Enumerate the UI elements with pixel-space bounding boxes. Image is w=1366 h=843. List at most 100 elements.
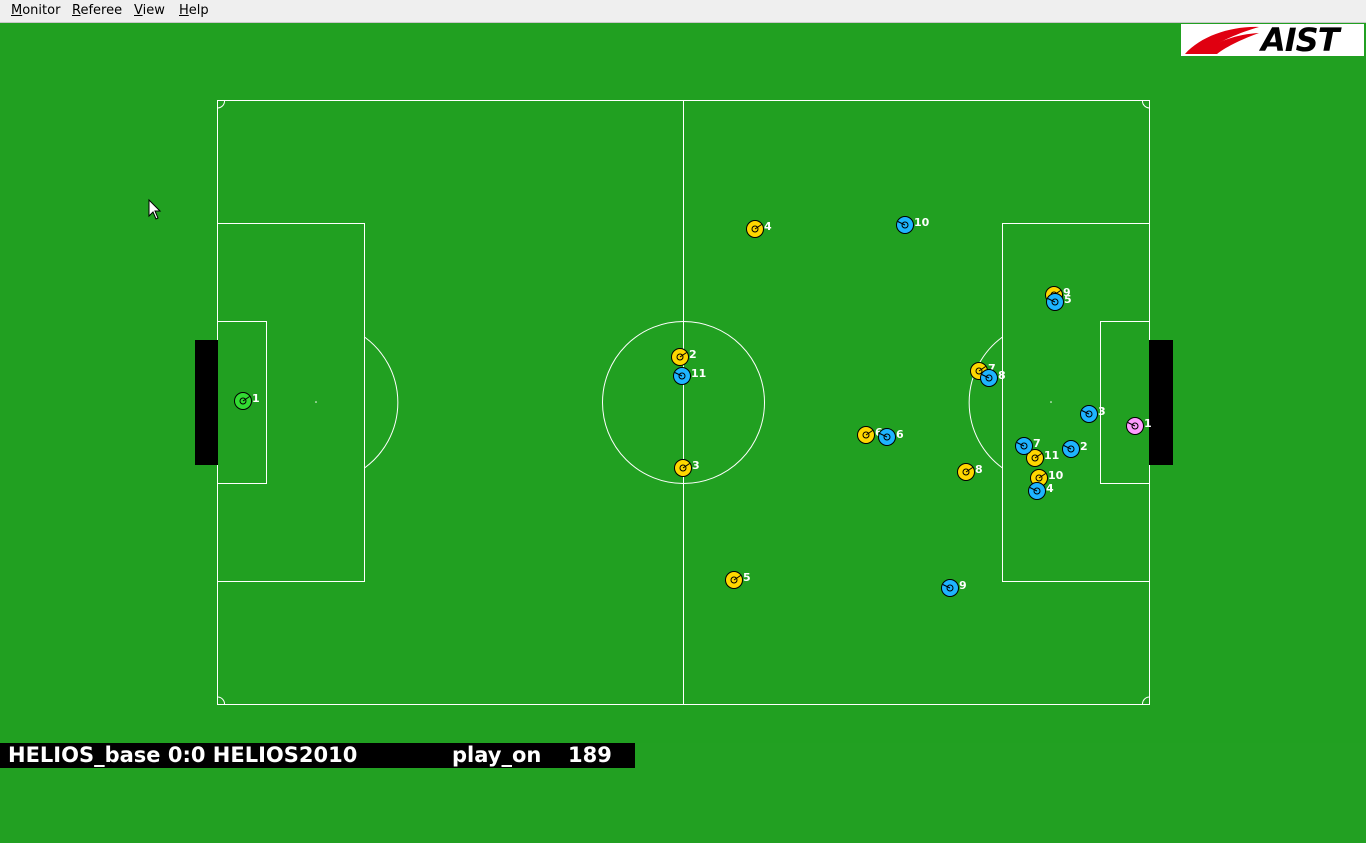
mouse-cursor-icon [148, 198, 162, 220]
player-left-8[interactable]: 8 [957, 463, 983, 481]
player-number: 1 [252, 392, 260, 405]
player-direction [1081, 410, 1090, 415]
player-core [678, 372, 686, 380]
player-direction [1047, 298, 1056, 303]
left-penalty-spot [315, 401, 317, 403]
player-right-7[interactable]: 7 [1015, 437, 1041, 455]
player-right-8[interactable]: 8 [980, 369, 1006, 387]
player-core [1031, 454, 1039, 462]
player-direction [1127, 422, 1136, 427]
player-right-3[interactable]: 3 [1080, 405, 1106, 423]
player-core [1020, 442, 1028, 450]
player-number: 6 [896, 428, 904, 441]
player-number: 9 [959, 579, 967, 592]
player-direction [942, 584, 951, 589]
player-number: 4 [1046, 482, 1054, 495]
player-direction [865, 430, 873, 436]
player-right-2[interactable]: 2 [1062, 440, 1088, 458]
player-direction [1016, 442, 1025, 447]
player-core [862, 431, 870, 439]
corner-arc-bl [217, 696, 225, 705]
player-core [975, 367, 983, 375]
player-number: 3 [692, 459, 700, 472]
player-number: 10 [914, 216, 930, 229]
player-direction [1029, 487, 1038, 492]
player-right-1[interactable]: 1 [1126, 417, 1152, 435]
corner-arc-tl [217, 100, 225, 109]
player-number: 8 [998, 369, 1006, 382]
corner-arc-tr [1142, 100, 1150, 109]
player-right-11[interactable]: 11 [673, 367, 707, 385]
player-direction [733, 575, 741, 581]
player-number: 5 [1064, 293, 1072, 306]
cycle-counter: 189 [568, 743, 612, 767]
player-left-1[interactable]: 1 [234, 392, 260, 410]
player-core [985, 374, 993, 382]
player-direction [754, 224, 762, 230]
aist-swoosh-icon [1185, 26, 1259, 54]
player-right-4[interactable]: 4 [1028, 482, 1055, 500]
player-number: 1 [1144, 417, 1152, 430]
player-core [883, 433, 891, 441]
soccer-field[interactable]: 1 2 3 4 5 6 7 8 9 10 11 1 2 3 4 5 6 7 8 9 10 11 [0, 23, 1366, 743]
menu-view[interactable]: View [134, 3, 165, 18]
player-core [962, 468, 970, 476]
player-core [730, 576, 738, 584]
player-direction [981, 374, 990, 379]
player-direction [674, 372, 683, 377]
player-number: 2 [689, 348, 697, 361]
player-core [676, 353, 684, 361]
player-core [1067, 445, 1075, 453]
playmode-label: play_on [452, 743, 542, 767]
player-number: 10 [1048, 469, 1064, 482]
player-number: 9 [1063, 286, 1071, 299]
player-core [901, 221, 909, 229]
left-penalty-arc [364, 336, 399, 469]
right-penalty-arc [968, 336, 1003, 469]
player-direction [965, 467, 973, 473]
player-core [1051, 298, 1059, 306]
right-penalty-spot [1050, 401, 1052, 403]
player-number: 8 [975, 463, 983, 476]
left-goal [195, 340, 218, 465]
player-direction [897, 221, 906, 226]
player-left-10[interactable]: 10 [1030, 469, 1064, 487]
player-left-3[interactable]: 3 [674, 459, 700, 477]
player-core [239, 397, 247, 405]
player-number: 7 [988, 362, 996, 375]
player-core [1085, 410, 1093, 418]
menu-help[interactable]: Help [179, 3, 209, 18]
player-direction [679, 352, 687, 358]
player-left-5[interactable]: 5 [725, 571, 751, 589]
player-number: 6 [875, 426, 883, 439]
player-direction [1034, 453, 1042, 459]
player-core [1035, 474, 1043, 482]
menu-bar: Monitor Referee View Help [0, 0, 1366, 23]
player-direction [1038, 473, 1046, 479]
player-left-6[interactable]: 6 [857, 426, 884, 444]
player-number: 5 [743, 571, 751, 584]
player-right-6[interactable]: 6 [878, 428, 905, 446]
player-left-11[interactable]: 11 [1026, 449, 1060, 467]
player-left-2[interactable]: 2 [671, 348, 697, 366]
player-number: 7 [1033, 437, 1041, 450]
player-core [1131, 422, 1139, 430]
player-core [946, 584, 954, 592]
player-direction [978, 366, 986, 372]
score-label: HELIOS_base 0:0 HELIOS2010 [8, 743, 358, 767]
right-goal-area [1100, 321, 1150, 484]
player-right-5[interactable]: 5 [1046, 293, 1072, 311]
center-circle [602, 321, 765, 484]
player-right-9[interactable]: 9 [941, 579, 967, 597]
menu-monitor[interactable]: Monitor [11, 3, 61, 18]
menu-referee[interactable]: Referee [72, 3, 123, 18]
player-number: 11 [691, 367, 706, 380]
right-goal [1149, 340, 1173, 465]
player-core [679, 464, 687, 472]
player-number: 11 [1044, 449, 1059, 462]
player-right-10[interactable]: 10 [896, 216, 930, 234]
status-bar: HELIOS_base 0:0 HELIOS2010 play_on 189 [0, 743, 635, 768]
player-left-4[interactable]: 4 [746, 220, 773, 238]
